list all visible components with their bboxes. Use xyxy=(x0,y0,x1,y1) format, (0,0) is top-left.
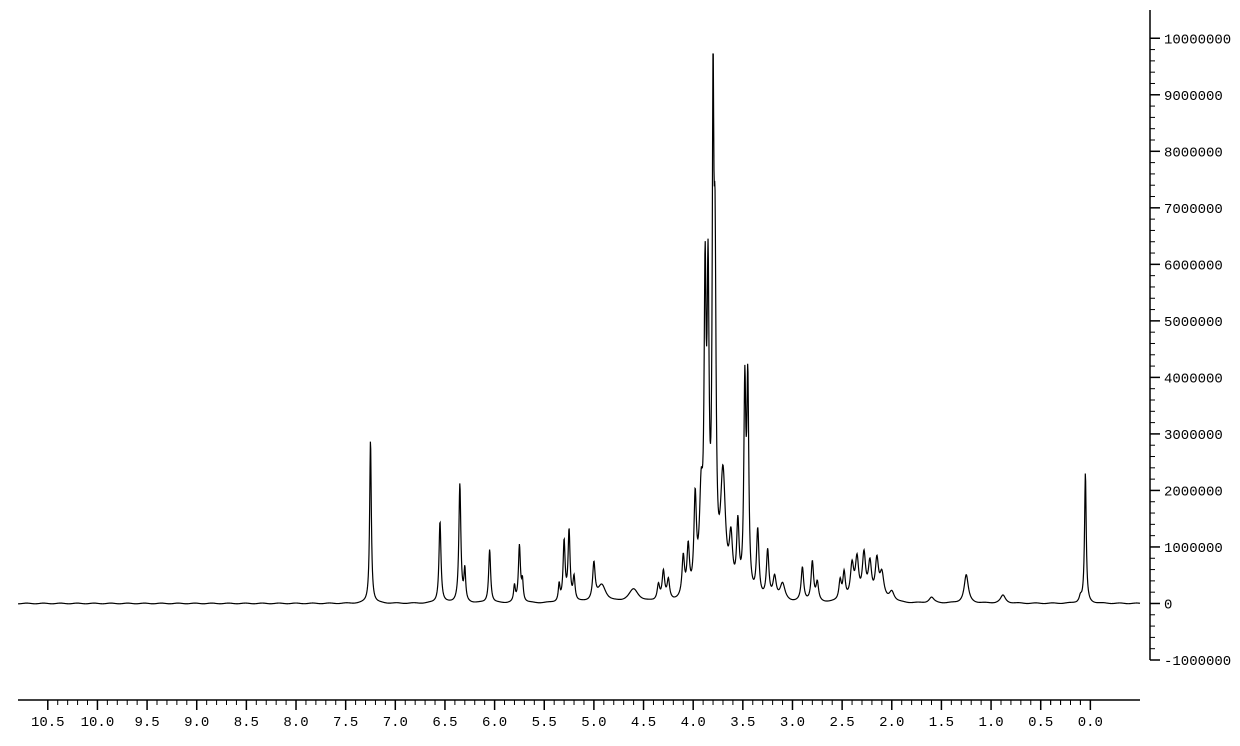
y-tick-label: 4000000 xyxy=(1164,371,1223,387)
x-tick-label: 6.0 xyxy=(482,715,507,731)
y-tick-label: 3000000 xyxy=(1164,428,1223,444)
y-tick-label: 7000000 xyxy=(1164,202,1223,218)
x-tick-label: 3.0 xyxy=(780,715,805,731)
x-tick-label: 0.0 xyxy=(1078,715,1103,731)
x-tick-label: 7.5 xyxy=(333,715,358,731)
x-tick-label: 5.0 xyxy=(581,715,606,731)
x-tick-label: 2.0 xyxy=(879,715,904,731)
x-tick-label: 0.5 xyxy=(1028,715,1053,731)
x-tick-label: 9.0 xyxy=(184,715,209,731)
x-tick-label: 5.5 xyxy=(532,715,557,731)
spectrum-trace xyxy=(18,53,1140,603)
y-tick-label: 5000000 xyxy=(1164,315,1223,331)
x-tick-label: 8.5 xyxy=(234,715,259,731)
x-tick-label: 3.5 xyxy=(730,715,755,731)
x-tick-label: 9.5 xyxy=(134,715,159,731)
y-tick-label: 1000000 xyxy=(1164,541,1223,557)
x-tick-label: 4.0 xyxy=(681,715,706,731)
x-tick-label: 7.0 xyxy=(383,715,408,731)
x-tick-label: 10.5 xyxy=(31,715,65,731)
y-tick-label: 10000000 xyxy=(1164,32,1231,48)
x-tick-label: 1.5 xyxy=(929,715,954,731)
y-tick-label: 0 xyxy=(1164,597,1172,613)
y-tick-label: 9000000 xyxy=(1164,89,1223,105)
x-tick-label: 1.0 xyxy=(978,715,1003,731)
x-tick-label: 10.0 xyxy=(81,715,115,731)
x-tick-label: 6.5 xyxy=(432,715,457,731)
x-tick-label: 2.5 xyxy=(830,715,855,731)
x-tick-label: 4.5 xyxy=(631,715,656,731)
y-tick-label: 2000000 xyxy=(1164,484,1223,500)
nmr-spectrum-chart: -1000000 0 1000000 2000000 3000000 4000000 500… xyxy=(0,0,1240,746)
y-tick-label: -1000000 xyxy=(1164,654,1231,670)
x-tick-label: 8.0 xyxy=(283,715,308,731)
y-tick-label: 6000000 xyxy=(1164,258,1223,274)
chart-svg: -1000000 0 1000000 2000000 3000000 4000000 500… xyxy=(0,0,1240,746)
y-tick-label: 8000000 xyxy=(1164,145,1223,161)
